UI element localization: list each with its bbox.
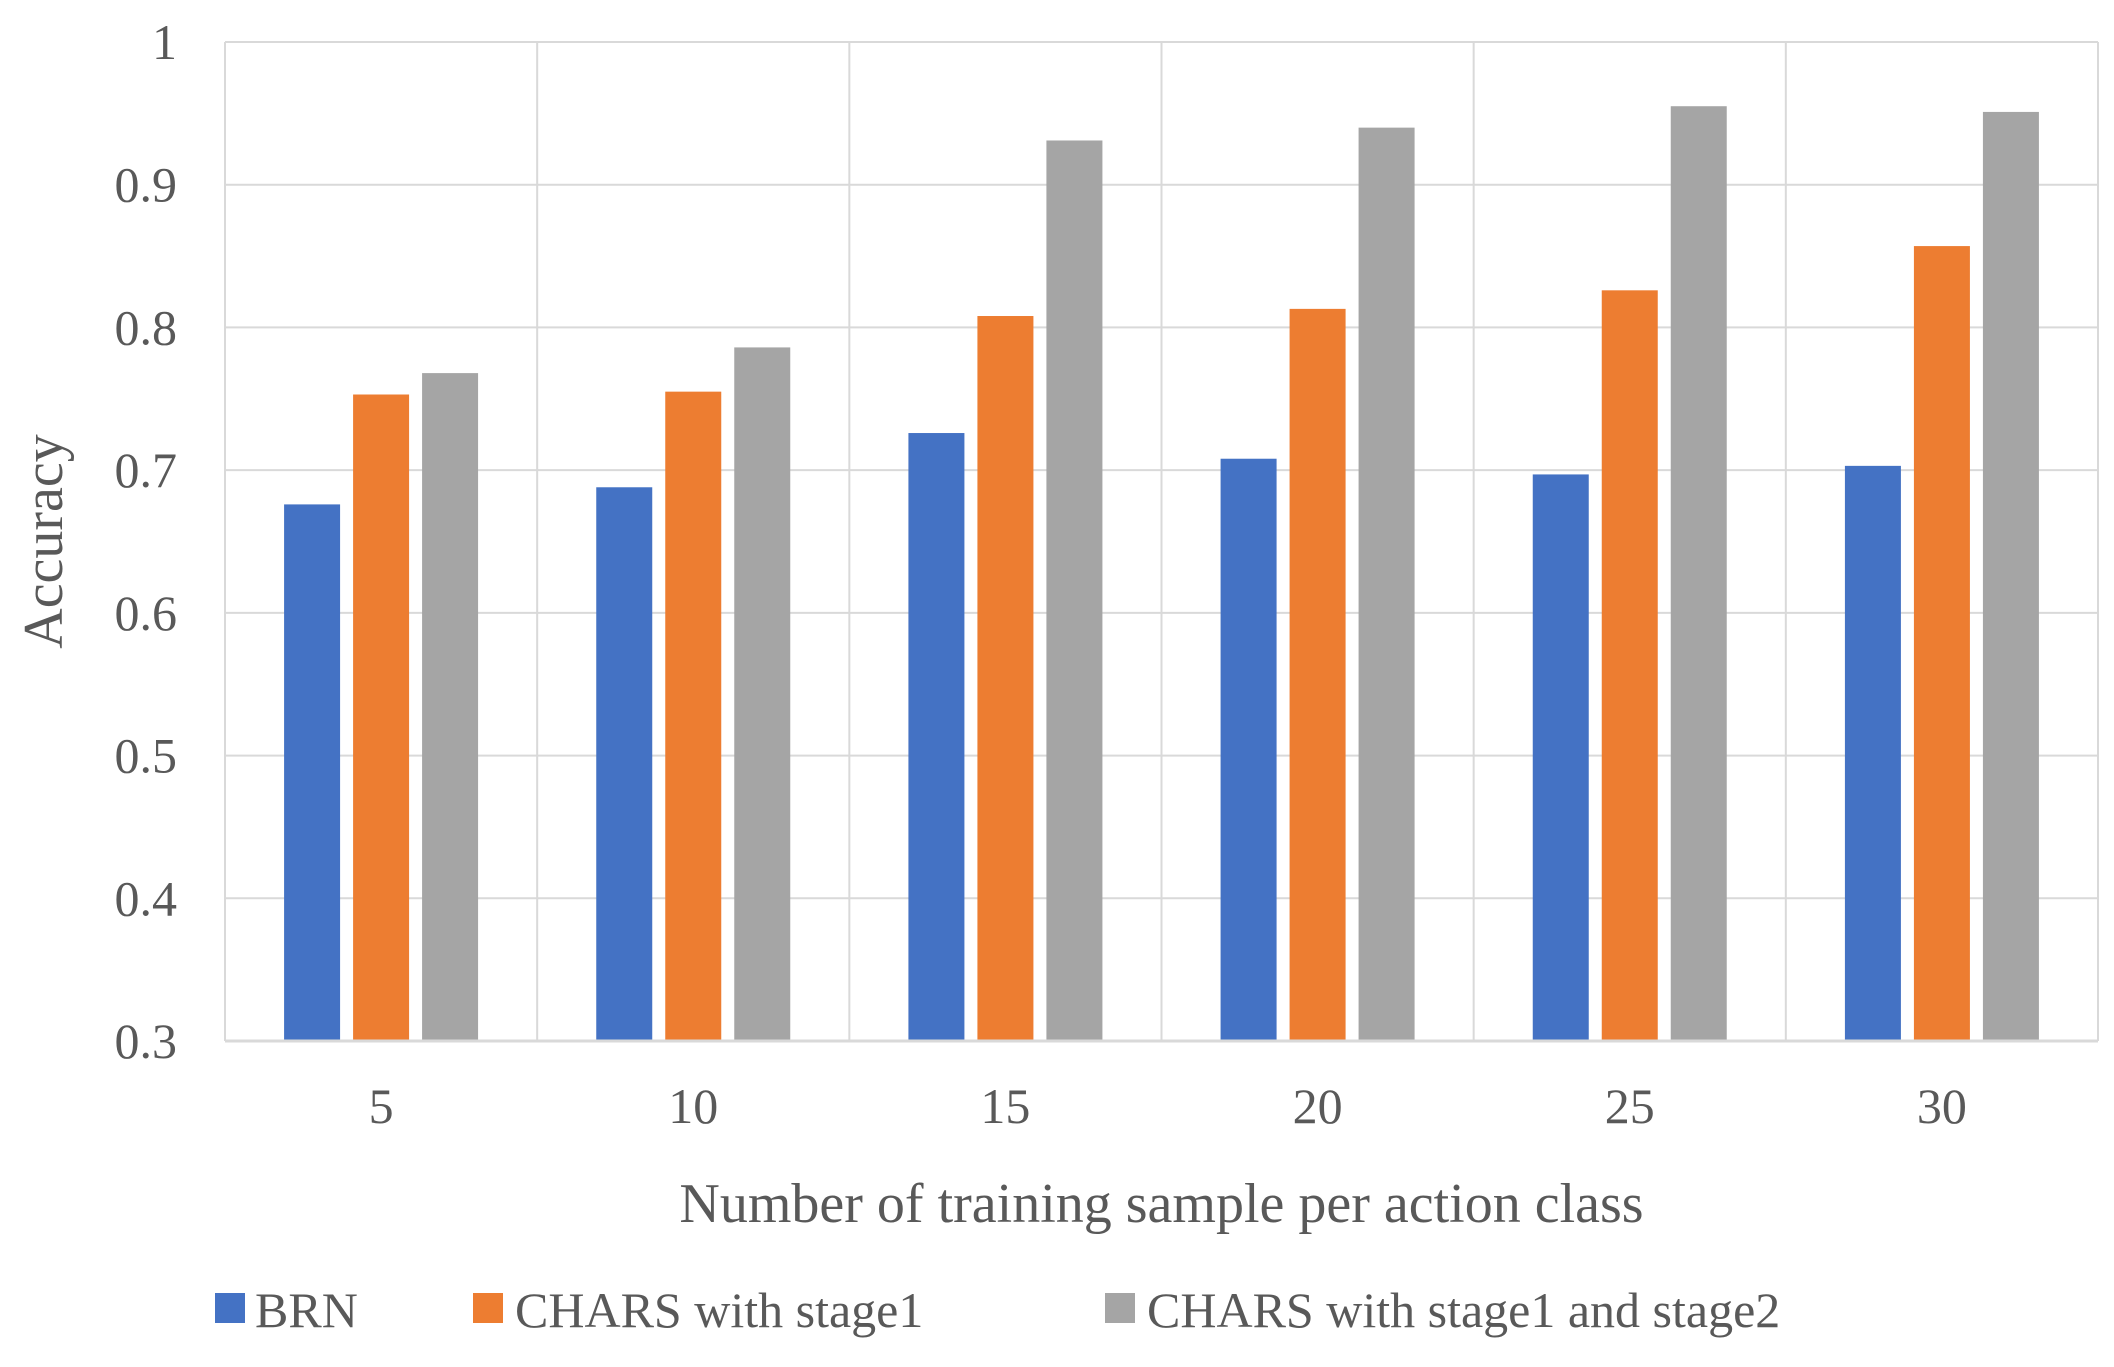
x-tick-label: 5: [369, 1078, 394, 1134]
bar-brn-25: [1532, 474, 1589, 1041]
legend-swatch: [215, 1293, 245, 1323]
x-tick-label: 10: [668, 1078, 718, 1134]
bar-chars-with-stage1-and-stage2-30: [1982, 111, 2039, 1042]
x-tick-label: 25: [1605, 1078, 1655, 1134]
legend-label: BRN: [255, 1282, 358, 1338]
x-axis-title: Number of training sample per action cla…: [679, 1173, 1643, 1235]
bar-chars-with-stage1-15: [977, 316, 1034, 1041]
y-tick-label: 0.7: [115, 442, 178, 498]
bar-chars-with-stage1-and-stage2-20: [1358, 127, 1415, 1042]
legend-swatch: [473, 1293, 503, 1323]
bar-chars-with-stage1-30: [1913, 246, 1970, 1041]
y-tick-label: 0.8: [115, 299, 178, 355]
bar-brn-5: [284, 504, 341, 1041]
legend-label: CHARS with stage1 and stage2: [1147, 1282, 1780, 1338]
bar-brn-15: [908, 433, 965, 1042]
bar-chars-with-stage1-and-stage2-15: [1046, 140, 1103, 1042]
y-tick-label: 0.9: [115, 157, 178, 213]
bars: [284, 106, 2039, 1042]
y-tick-label: 0.3: [115, 1013, 178, 1069]
x-tick-label: 15: [980, 1078, 1030, 1134]
legend: BRN CHARS with stage1 CHARS with stage1 an…: [215, 1282, 1780, 1338]
x-tick-label: 20: [1293, 1078, 1343, 1134]
x-tick-label: 30: [1917, 1078, 1967, 1134]
bar-chars-with-stage1-5: [353, 394, 410, 1041]
y-axis-title: Accuracy: [13, 434, 75, 649]
bar-chars-with-stage1-25: [1601, 290, 1658, 1041]
bar-chars-with-stage1-and-stage2-10: [734, 347, 791, 1041]
y-tick-label: 0.6: [115, 585, 178, 641]
bar-chars-with-stage1-and-stage2-5: [422, 373, 479, 1041]
legend-swatch: [1105, 1293, 1135, 1323]
gridlines: [224, 41, 2099, 1041]
bar-brn-30: [1844, 465, 1901, 1041]
y-tick-label: 0.5: [115, 728, 178, 784]
bar-chars-with-stage1-10: [665, 391, 722, 1041]
legend-label: CHARS with stage1: [515, 1282, 923, 1338]
y-tick-label: 0.4: [115, 870, 178, 926]
bar-chars-with-stage1-and-stage2-25: [1670, 106, 1727, 1041]
bar-chars-with-stage1-20: [1289, 308, 1346, 1041]
y-tick-label: 1: [152, 14, 177, 70]
axes: 0.30.40.50.60.70.80.915 10 15 20 25 30: [115, 14, 2098, 1134]
bar-brn-10: [596, 487, 653, 1042]
bar-brn-20: [1220, 458, 1277, 1041]
